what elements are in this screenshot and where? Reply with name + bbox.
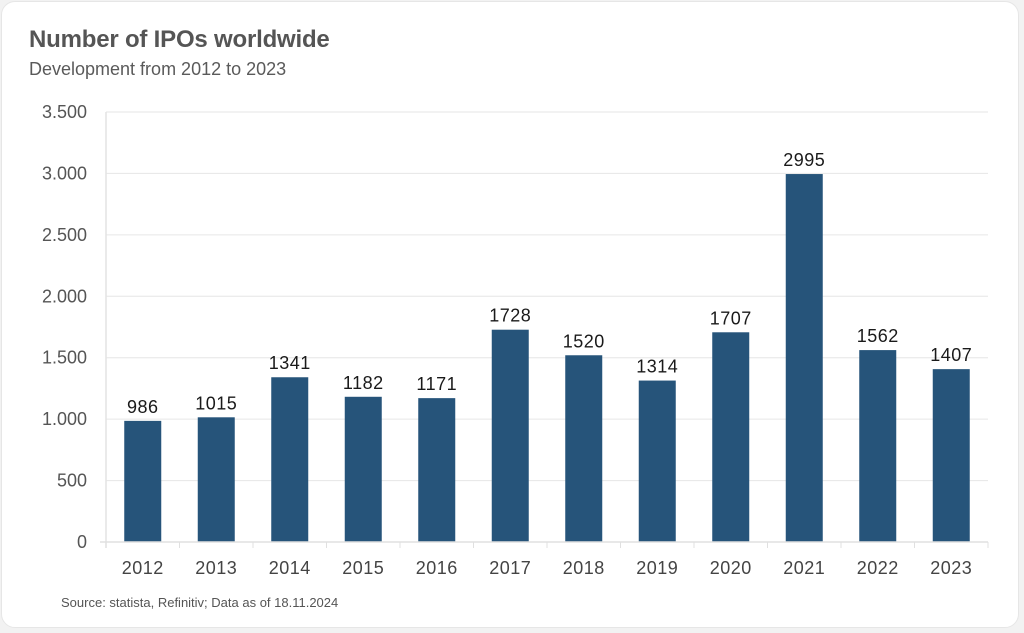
- x-tick-label: 2013: [195, 558, 237, 578]
- x-axis: [100, 541, 989, 548]
- x-tick-label: 2019: [636, 558, 678, 578]
- x-tick-label: 2020: [710, 558, 752, 578]
- data-label: 2995: [783, 150, 825, 170]
- bar-2021: [785, 174, 823, 543]
- data-label: 1407: [930, 345, 972, 365]
- bar-2013: [197, 417, 235, 542]
- data-label: 1562: [857, 326, 899, 346]
- gridlines: [105, 111, 988, 548]
- y-tick-label: 2.000: [42, 286, 87, 306]
- data-label: 1015: [195, 393, 237, 413]
- data-label: 1341: [269, 353, 311, 373]
- bar-2012: [124, 420, 162, 542]
- bar-2020: [712, 332, 750, 542]
- x-tick-label: 2015: [342, 558, 384, 578]
- x-tick-label: 2016: [416, 558, 458, 578]
- bar-2017: [491, 329, 529, 542]
- bar-2022: [859, 350, 897, 542]
- x-axis-labels: 2012 2013 2014 2015 2016 2017 2018 2019 2020 2021…: [122, 558, 972, 578]
- chart-subtitle: Development from 2012 to 2023: [29, 59, 287, 79]
- y-axis-labels: 0 500 1.000 1.500 2.000 2.500 3.000 3.500: [42, 102, 87, 552]
- x-tick-label: 2023: [930, 558, 972, 578]
- data-label: 1314: [636, 357, 678, 377]
- y-tick-label: 500: [57, 471, 87, 491]
- y-tick-label: 1.500: [42, 348, 87, 368]
- x-tick-label: 2022: [857, 558, 899, 578]
- bar-2015: [344, 396, 382, 542]
- bar-2023: [932, 369, 970, 542]
- x-tick-label: 2018: [563, 558, 605, 578]
- data-label: 1728: [489, 306, 531, 326]
- y-tick-label: 0: [77, 532, 87, 552]
- data-label: 1182: [343, 373, 384, 393]
- bar-2018: [565, 355, 603, 542]
- chart-title: Number of IPOs worldwide: [29, 26, 330, 53]
- y-tick-label: 2.500: [42, 225, 87, 245]
- y-tick-label: 3.500: [42, 102, 87, 122]
- bar-2016: [418, 398, 456, 542]
- data-label: 1171: [416, 374, 457, 394]
- x-tick-label: 2012: [122, 558, 164, 578]
- data-label: 986: [127, 397, 159, 417]
- data-label: 1707: [710, 308, 752, 328]
- y-tick-label: 3.000: [42, 163, 87, 183]
- data-labels: 986 1015 1341 1182 1171 1728 1520 1314 1707 2995 1…: [127, 150, 972, 417]
- bar-2019: [638, 380, 676, 542]
- data-label: 1520: [563, 331, 605, 351]
- x-tick-label: 2014: [269, 558, 311, 578]
- source-note: Source: statista, Refinitiv; Data as of …: [61, 595, 339, 610]
- x-tick-label: 2021: [783, 558, 825, 578]
- bar-2014: [271, 377, 309, 542]
- y-tick-label: 1.000: [42, 409, 87, 429]
- x-tick-label: 2017: [489, 558, 531, 578]
- bars: [124, 174, 970, 543]
